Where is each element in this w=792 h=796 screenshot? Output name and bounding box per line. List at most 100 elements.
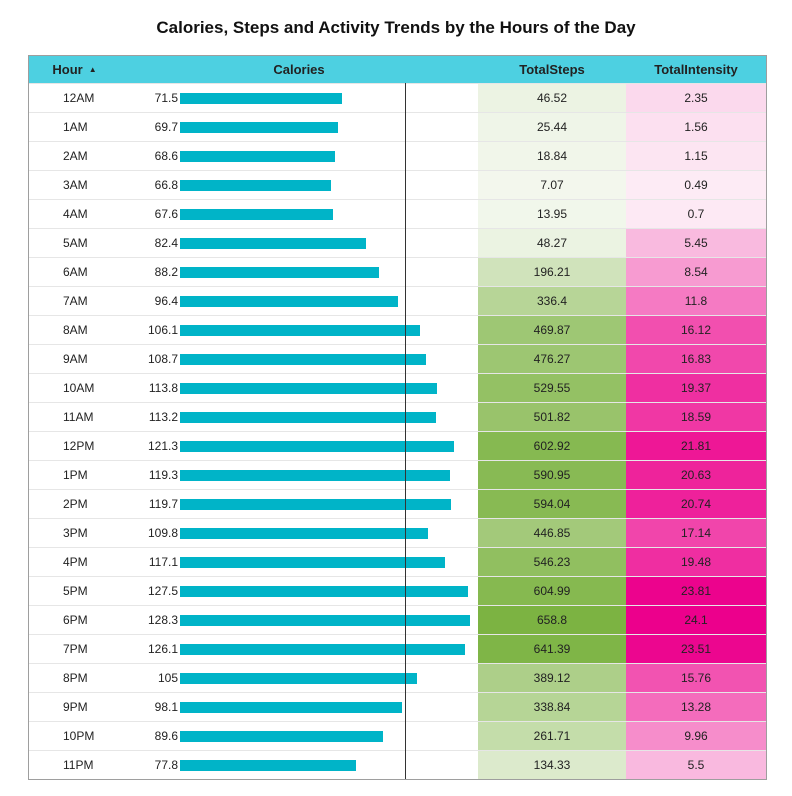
calories-value: 113.2 (148, 410, 178, 424)
calories-cell: 88.2 (120, 258, 478, 286)
steps-cell: 338.84 (478, 693, 626, 721)
hour-cell: 5AM (63, 236, 88, 250)
table-row: 4AM 67.6 13.95 0.7 (29, 199, 766, 228)
calories-value: 89.6 (154, 729, 178, 743)
calories-column-header[interactable]: Calories (273, 62, 325, 77)
intensity-cell: 24.1 (626, 606, 766, 634)
hour-cell: 12PM (63, 439, 95, 453)
calories-cell: 98.1 (120, 693, 478, 721)
table-body: 12AM 71.5 46.52 2.35 1AM 69.7 25.44 1.56 2AM 68.6… (29, 83, 766, 779)
steps-cell: 13.95 (478, 200, 626, 228)
hour-cell: 7PM (63, 642, 88, 656)
calories-cell: 128.3 (120, 606, 478, 634)
calories-value: 88.2 (154, 265, 178, 279)
table-row: 7PM 126.1 641.39 23.51 (29, 634, 766, 663)
calories-cell: 109.8 (120, 519, 478, 547)
calories-cell: 108.7 (120, 345, 478, 373)
table-row: 8AM 106.1 469.87 16.12 (29, 315, 766, 344)
calories-cell: 96.4 (120, 287, 478, 315)
calories-cell: 117.1 (120, 548, 478, 576)
calories-value: 66.8 (154, 178, 178, 192)
calories-value: 71.5 (154, 91, 178, 105)
calories-cell: 69.7 (120, 113, 478, 141)
calories-value: 69.7 (154, 120, 178, 134)
intensity-cell: 8.54 (626, 258, 766, 286)
intensity-cell: 1.56 (626, 113, 766, 141)
data-table: Hour ▲ Calories TotalSteps TotalIntensit… (28, 55, 767, 780)
calories-value: 98.1 (154, 700, 178, 714)
calories-value: 109.8 (147, 526, 178, 540)
calories-cell: 71.5 (120, 84, 478, 112)
calories-bar (180, 470, 450, 481)
hour-header-label: Hour (52, 62, 83, 77)
calories-cell: 119.3 (120, 461, 478, 489)
calories-value: 108.7 (147, 352, 178, 366)
steps-cell: 546.23 (478, 548, 626, 576)
calories-value: 82.4 (154, 236, 178, 250)
steps-cell: 602.92 (478, 432, 626, 460)
calories-cell: 68.6 (120, 142, 478, 170)
calories-value: 126.1 (147, 642, 178, 656)
intensity-cell: 19.37 (626, 374, 766, 402)
table-row: 6AM 88.2 196.21 8.54 (29, 257, 766, 286)
steps-cell: 641.39 (478, 635, 626, 663)
calories-cell: 126.1 (120, 635, 478, 663)
calories-bar (180, 586, 469, 597)
table-row: 11AM 113.2 501.82 18.59 (29, 402, 766, 431)
hour-cell: 9PM (63, 700, 88, 714)
steps-cell: 7.07 (478, 171, 626, 199)
intensity-cell: 0.7 (626, 200, 766, 228)
intensity-column-header[interactable]: TotalIntensity (654, 62, 738, 77)
hour-cell: 4AM (63, 207, 88, 221)
calories-cell: 127.5 (120, 577, 478, 605)
table-row: 2AM 68.6 18.84 1.15 (29, 141, 766, 170)
calories-bar (180, 209, 333, 220)
steps-cell: 336.4 (478, 287, 626, 315)
calories-value: 127.5 (147, 584, 178, 598)
calories-bar (180, 760, 356, 771)
hour-cell: 2AM (63, 149, 88, 163)
hour-column-header[interactable]: Hour ▲ (29, 56, 120, 83)
hour-cell: 8AM (63, 323, 88, 337)
steps-cell: 18.84 (478, 142, 626, 170)
intensity-cell: 0.49 (626, 171, 766, 199)
table-row: 10AM 113.8 529.55 19.37 (29, 373, 766, 402)
calories-reference-line (405, 83, 406, 779)
calories-value: 67.6 (154, 207, 178, 221)
hour-cell: 1AM (63, 120, 88, 134)
intensity-cell: 20.63 (626, 461, 766, 489)
calories-bar (180, 93, 342, 104)
table-row: 12AM 71.5 46.52 2.35 (29, 83, 766, 112)
calories-cell: 89.6 (120, 722, 478, 750)
calories-value: 96.4 (154, 294, 178, 308)
intensity-cell: 21.81 (626, 432, 766, 460)
calories-cell: 66.8 (120, 171, 478, 199)
hour-cell: 7AM (63, 294, 88, 308)
steps-cell: 48.27 (478, 229, 626, 257)
sort-ascending-icon[interactable]: ▲ (88, 65, 97, 74)
calories-bar (180, 383, 438, 394)
calories-value: 121.3 (147, 439, 178, 453)
steps-cell: 658.8 (478, 606, 626, 634)
calories-value: 68.6 (154, 149, 178, 163)
calories-cell: 113.2 (120, 403, 478, 431)
calories-bar (180, 238, 367, 249)
calories-bar (180, 412, 436, 423)
calories-bar (180, 673, 418, 684)
table-row: 3AM 66.8 7.07 0.49 (29, 170, 766, 199)
intensity-cell: 19.48 (626, 548, 766, 576)
calories-bar (180, 441, 455, 452)
steps-cell: 476.27 (478, 345, 626, 373)
intensity-cell: 13.28 (626, 693, 766, 721)
intensity-cell: 17.14 (626, 519, 766, 547)
calories-bar (180, 499, 451, 510)
steps-column-header[interactable]: TotalSteps (519, 62, 585, 77)
steps-cell: 529.55 (478, 374, 626, 402)
table-row: 4PM 117.1 546.23 19.48 (29, 547, 766, 576)
intensity-cell: 23.51 (626, 635, 766, 663)
steps-cell: 469.87 (478, 316, 626, 344)
hour-cell: 3AM (63, 178, 88, 192)
table-row: 2PM 119.7 594.04 20.74 (29, 489, 766, 518)
intensity-cell: 16.12 (626, 316, 766, 344)
intensity-cell: 20.74 (626, 490, 766, 518)
